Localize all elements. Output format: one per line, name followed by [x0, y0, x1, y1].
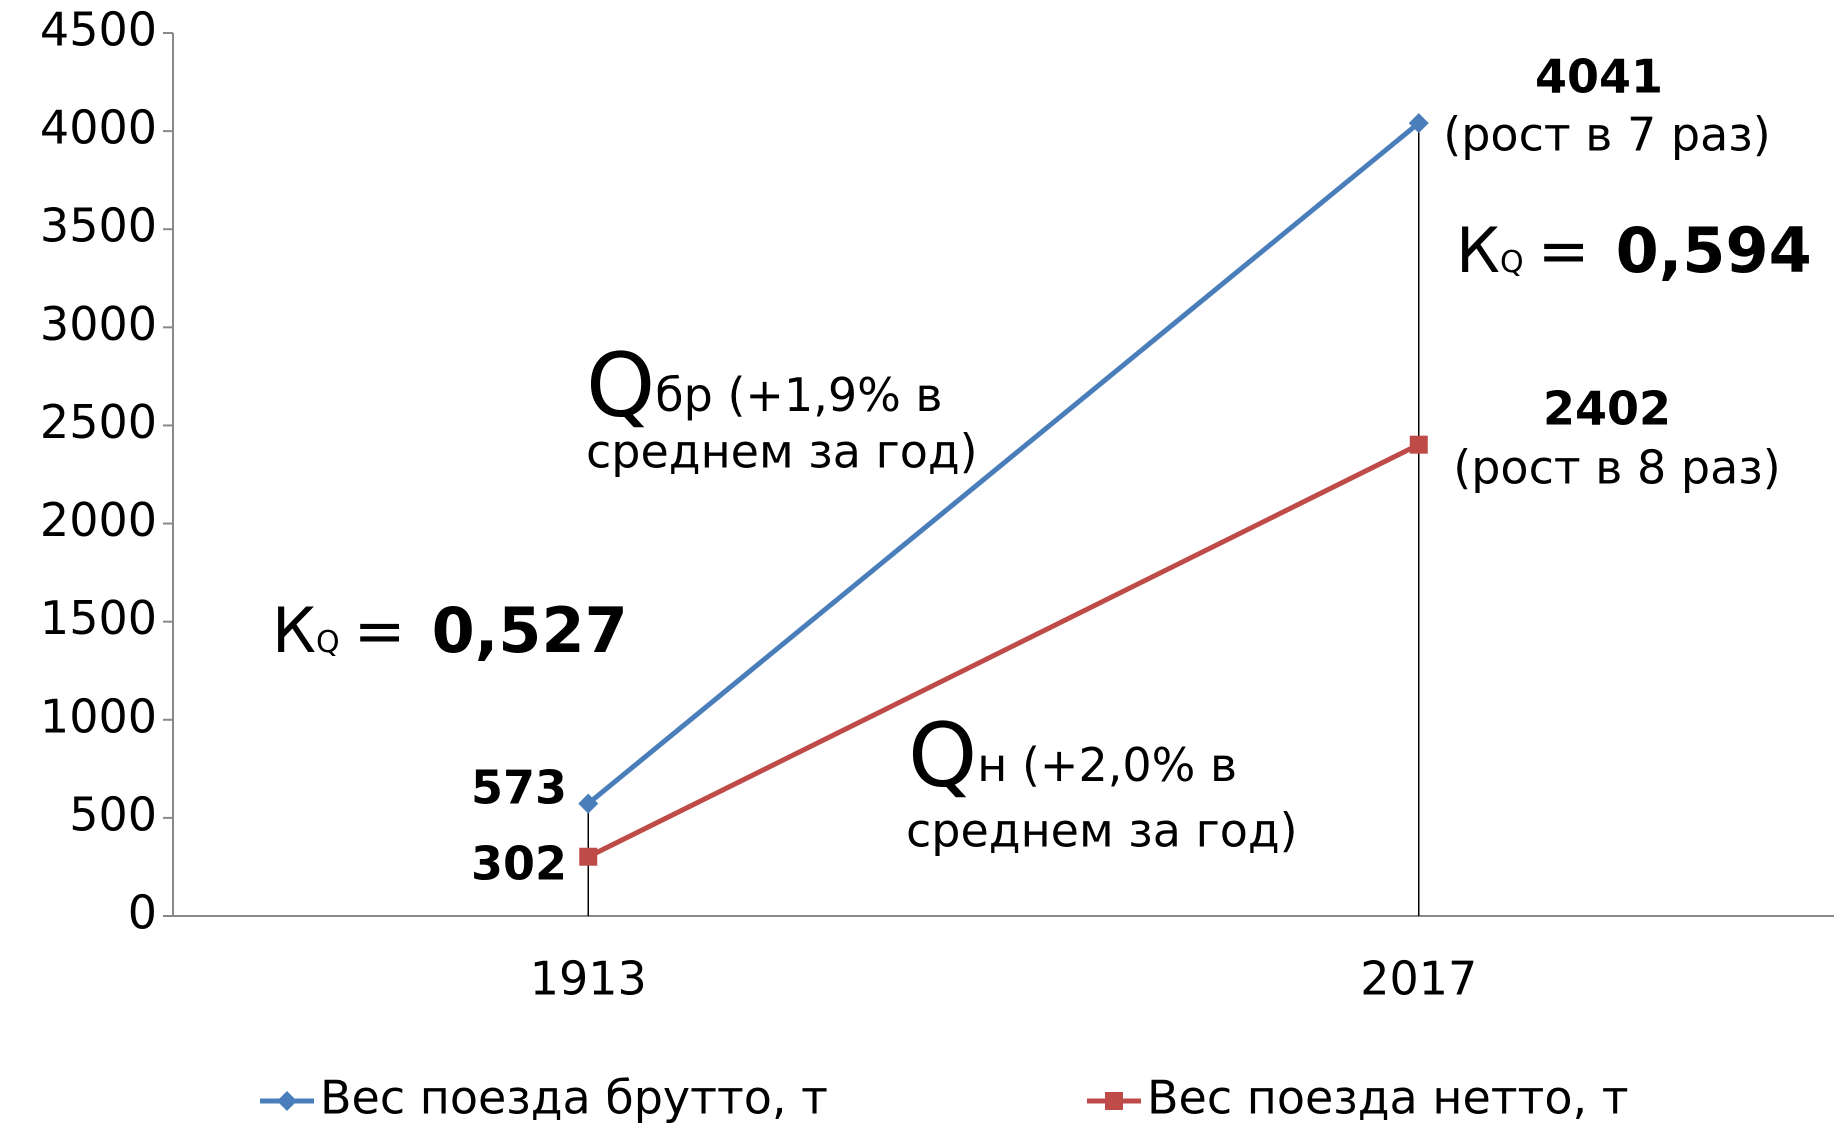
x-tick-label: 1913: [530, 952, 647, 1006]
y-tick-label: 500: [69, 787, 157, 841]
y-tick-label: 2500: [40, 395, 157, 449]
annotation-part: К: [272, 594, 316, 667]
annotation-part: Q: [316, 625, 340, 660]
data-label: 302: [471, 837, 567, 891]
annotation: среднем за год): [906, 804, 1298, 858]
annotation: (рост в 8 раз): [1453, 441, 1780, 495]
marker: [1409, 435, 1428, 454]
legend-label: Вес поезда нетто, т: [1147, 1071, 1629, 1125]
annotation-part: =: [1538, 214, 1590, 287]
y-tick-label: 3000: [40, 297, 157, 351]
marker: [579, 847, 598, 866]
annotation: среднем за год): [586, 425, 978, 479]
marker: [578, 793, 599, 814]
data-label: 4041: [1535, 50, 1663, 104]
annotation-part: К: [1456, 214, 1500, 287]
y-tick-label: 1500: [40, 591, 157, 645]
marker: [1105, 1092, 1123, 1110]
annotation: Qбр (+1,9% в: [586, 334, 943, 437]
y-tick-label: 4500: [40, 3, 157, 57]
annotation-part: Q: [1500, 245, 1524, 280]
x-tick-label: 2017: [1360, 952, 1477, 1006]
line: [587, 442, 1420, 859]
legend-label: Вес поезда брутто, т: [320, 1071, 828, 1125]
y-tick-label: 0: [128, 886, 157, 940]
annotation: КQ = 0,594: [1456, 214, 1812, 287]
annotation-part: бр (+1,9% в: [655, 368, 942, 422]
data-label: 573: [471, 761, 567, 815]
y-tick-label: 3500: [40, 199, 157, 253]
annotation-part: н (+2,0% в: [977, 738, 1237, 792]
marker: [277, 1091, 297, 1111]
annotation-part: =: [354, 594, 406, 667]
marker: [1408, 113, 1429, 134]
annotation-part: Q: [908, 704, 977, 807]
annotation-part: Q: [586, 334, 655, 437]
line: [586, 121, 1421, 806]
annotation-part: 0,527: [432, 594, 628, 667]
data-label: 2402: [1543, 382, 1671, 436]
annotation-part: 0,594: [1616, 214, 1812, 287]
y-tick-label: 4000: [40, 101, 157, 155]
y-tick-label: 1000: [40, 689, 157, 743]
annotation: (рост в 7 раз): [1443, 108, 1770, 162]
annotation: Qн (+2,0% в: [908, 704, 1237, 807]
y-tick-label: 2000: [40, 493, 157, 547]
annotation: КQ = 0,527: [272, 594, 628, 667]
